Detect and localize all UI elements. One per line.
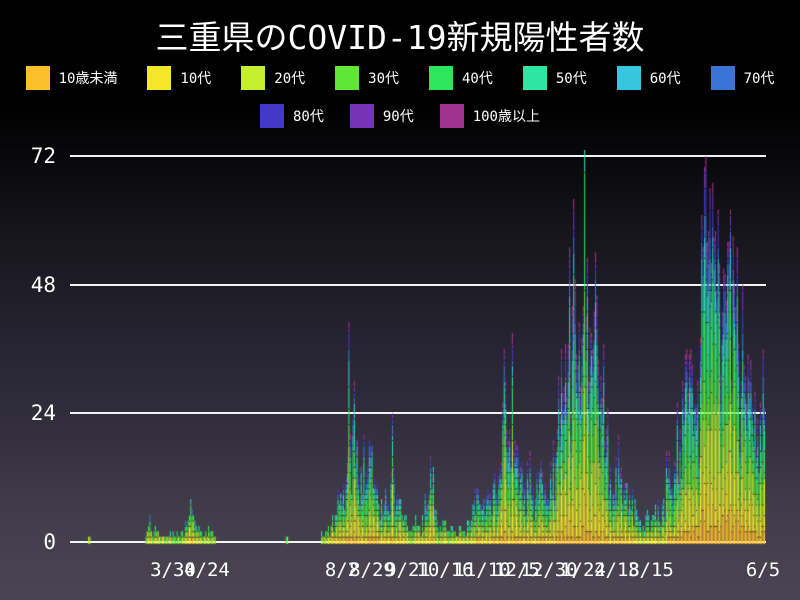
x-axis-label-3-30: 3/30 [150, 559, 196, 581]
legend-label: 80代 [292, 109, 324, 125]
x-axis-label-12-30: 12/30 [520, 559, 578, 581]
legend-label: 20代 [274, 71, 306, 87]
legend-swatch [616, 66, 641, 90]
legend-item-9: 80代 [259, 104, 324, 128]
legend-row-2: 80代 90代 100歳以上 [0, 104, 800, 128]
x-axis-label-12-5: 12/5 [494, 559, 540, 581]
legend-label: 60代 [649, 71, 681, 87]
legend-item-4: 30代 [335, 66, 399, 90]
legend-label: 100歳以上 [472, 109, 540, 125]
x-axis-label-8-2: 8/2 [324, 559, 360, 581]
legend-label: 10代 [180, 71, 212, 87]
legend-swatch [259, 104, 284, 128]
legend-row-1: 10歳未満 10代 20代 30代 40代 50代 60代 70代 [0, 66, 800, 90]
x-axis-label-6-5: 6/5 [745, 559, 781, 581]
legend-label: 50代 [555, 71, 587, 87]
legend-item-3: 20代 [241, 66, 305, 90]
y-axis-label-72: 72 [30, 144, 56, 168]
x-axis-label-10-16: 10/16 [416, 559, 474, 581]
x-axis-label-1-24: 1/24 [560, 559, 606, 581]
legend-item-1: 10歳未満 [25, 66, 118, 90]
legend-swatch [522, 66, 547, 90]
legend-item-2: 10代 [147, 66, 211, 90]
legend-label: 10歳未満 [58, 71, 118, 87]
legend-swatch [349, 104, 374, 128]
legend-item-10: 90代 [349, 104, 414, 128]
legend-item-11: 100歳以上 [439, 104, 540, 128]
legend-swatch [439, 104, 464, 128]
legend-label: 70代 [743, 71, 775, 87]
page-title: 三重県のCOVID-19新規陽性者数 [155, 18, 645, 57]
legend-swatch [147, 66, 172, 90]
legend-item-6: 50代 [522, 66, 587, 90]
x-axis-label-9-21: 9/21 [385, 559, 431, 581]
x-axis-label-3-15: 3/15 [628, 559, 674, 581]
legend-item-8: 70代 [710, 66, 775, 90]
legend-label: 90代 [382, 109, 414, 125]
x-axis-label-8-29: 8/29 [349, 559, 395, 581]
x-axis-label-4-24: 4/24 [184, 559, 230, 581]
x-axis-label-2-18: 2/18 [594, 559, 640, 581]
legend-swatch [335, 66, 360, 90]
legend-swatch [429, 66, 453, 90]
legend-swatch [710, 66, 735, 90]
legend-label: 30代 [368, 71, 399, 87]
y-axis-label-24: 24 [30, 401, 56, 425]
legend-item-5: 40代 [429, 66, 493, 90]
y-axis-label-48: 48 [30, 273, 56, 297]
legend-item-7: 60代 [616, 66, 681, 90]
bars-canvas [70, 150, 770, 546]
y-axis-label-0: 0 [43, 530, 56, 554]
legend-swatch [25, 66, 50, 90]
legend-label: 40代 [462, 71, 493, 87]
x-axis-label-11-10: 11/10 [453, 559, 511, 581]
legend-swatch [241, 66, 266, 90]
